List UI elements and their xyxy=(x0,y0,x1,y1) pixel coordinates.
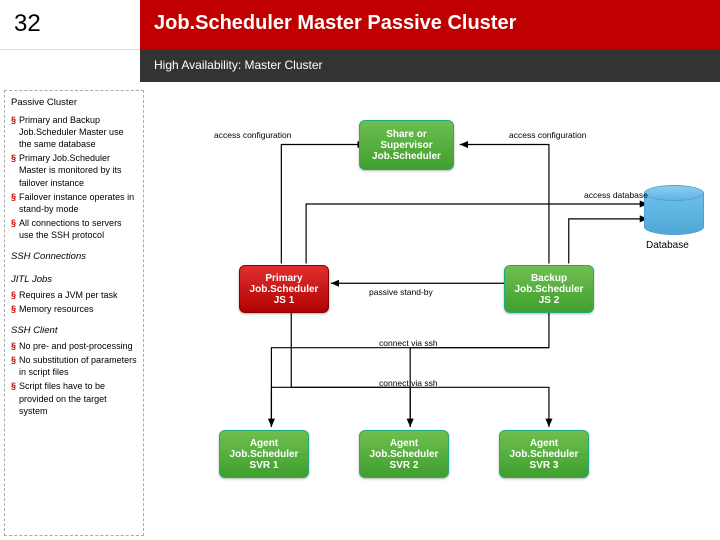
node-line: Job.Scheduler xyxy=(504,449,584,460)
node-primary: Primary Job.Scheduler JS 1 xyxy=(239,265,329,313)
sidebar-sec1-title: Passive Cluster xyxy=(11,97,137,110)
spacer xyxy=(0,50,140,82)
lbl-access-db: access database xyxy=(584,190,648,200)
sidebar-item: Memory resources xyxy=(19,303,94,315)
node-agent3: Agent Job.Scheduler SVR 3 xyxy=(499,430,589,478)
node-agent2: Agent Job.Scheduler SVR 2 xyxy=(359,430,449,478)
sidebar-sec3-title: JITL Jobs xyxy=(11,274,137,287)
node-line: Job.Scheduler xyxy=(244,284,324,295)
sidebar-item: Requires a JVM per task xyxy=(19,289,118,301)
node-supervisor: Share or Supervisor Job.Scheduler xyxy=(359,120,454,170)
node-agent1: Agent Job.Scheduler SVR 1 xyxy=(219,430,309,478)
sidebar-item: Primary and Backup Job.Scheduler Master … xyxy=(19,114,137,150)
node-line: Agent xyxy=(224,438,304,449)
page-title: Job.Scheduler Master Passive Cluster xyxy=(140,0,720,50)
node-line: Backup xyxy=(509,273,589,284)
sidebar-item: No substitution of parameters in script … xyxy=(19,354,137,378)
node-backup: Backup Job.Scheduler JS 2 xyxy=(504,265,594,313)
sidebar: Passive Cluster §Primary and Backup Job.… xyxy=(4,90,144,536)
node-line: Agent xyxy=(364,438,444,449)
sidebar-item: Failover instance operates in stand-by m… xyxy=(19,191,137,215)
node-line: Agent xyxy=(504,438,584,449)
lbl-connect-ssh-2: connect via ssh xyxy=(379,378,438,388)
node-line: SVR 2 xyxy=(364,460,444,471)
node-line: Share or xyxy=(364,129,449,140)
node-line: Job.Scheduler xyxy=(224,449,304,460)
node-line: Job.Scheduler xyxy=(364,449,444,460)
lbl-access-config-r: access configuration xyxy=(509,130,587,140)
sidebar-item: Script files have to be provided on the … xyxy=(19,380,137,416)
sidebar-item: Primary Job.Scheduler Master is monitore… xyxy=(19,152,137,188)
lbl-passive-standby: passive stand-by xyxy=(369,287,433,297)
node-line: Job.Scheduler xyxy=(509,284,589,295)
diagram-canvas: Share or Supervisor Job.Scheduler Primar… xyxy=(144,90,716,536)
node-database xyxy=(644,185,704,235)
node-line: SVR 1 xyxy=(224,460,304,471)
slide-number: 32 xyxy=(0,0,140,50)
node-line: SVR 3 xyxy=(504,460,584,471)
lbl-connect-ssh-1: connect via ssh xyxy=(379,338,438,348)
sidebar-sec2-title: SSH Connections xyxy=(11,251,137,264)
node-line: JS 2 xyxy=(509,295,589,306)
lbl-access-config-l: access configuration xyxy=(214,130,292,140)
node-line: JS 1 xyxy=(244,295,324,306)
node-line: Supervisor xyxy=(364,140,449,151)
sidebar-item: All connections to servers use the SSH p… xyxy=(19,217,137,241)
sidebar-sec4-title: SSH Client xyxy=(11,325,137,338)
db-label: Database xyxy=(646,240,689,251)
sidebar-item: No pre- and post-processing xyxy=(19,340,133,352)
subtitle: High Availability: Master Cluster xyxy=(140,50,720,82)
node-line: Job.Scheduler xyxy=(364,151,449,162)
node-line: Primary xyxy=(244,273,324,284)
